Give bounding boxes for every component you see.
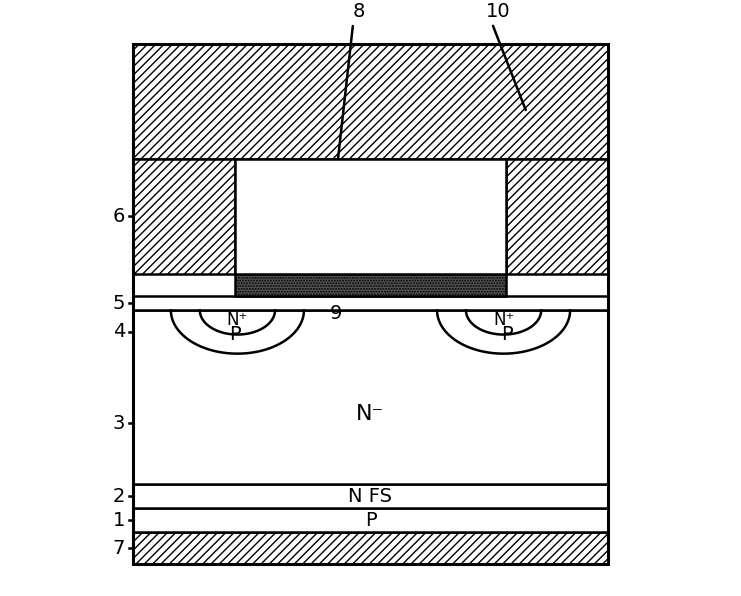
Bar (234, 274, 507, 296)
Text: 8: 8 (353, 2, 365, 21)
Text: 9: 9 (330, 303, 342, 322)
Text: 10: 10 (485, 2, 510, 21)
Bar (133, 44, 608, 564)
Text: 4: 4 (113, 322, 125, 342)
Bar (133, 532, 608, 564)
Bar (133, 508, 608, 532)
Text: 7: 7 (113, 539, 125, 558)
Text: 3: 3 (113, 414, 125, 433)
Text: N⁻: N⁻ (356, 405, 385, 424)
Text: N FS: N FS (348, 486, 393, 505)
Bar (133, 159, 234, 274)
Bar (234, 159, 507, 274)
Text: P: P (365, 511, 376, 530)
Text: 5: 5 (113, 293, 125, 312)
Text: 6: 6 (113, 207, 125, 226)
Bar (133, 311, 608, 484)
Text: P: P (229, 325, 240, 344)
Bar (133, 296, 608, 311)
Bar (133, 44, 608, 159)
Bar (507, 159, 608, 274)
Text: 2: 2 (113, 486, 125, 505)
Text: P: P (501, 325, 512, 344)
Bar (133, 484, 608, 508)
Text: 1: 1 (113, 511, 125, 530)
Text: N⁺: N⁺ (493, 311, 514, 329)
Text: N⁺: N⁺ (227, 311, 248, 329)
